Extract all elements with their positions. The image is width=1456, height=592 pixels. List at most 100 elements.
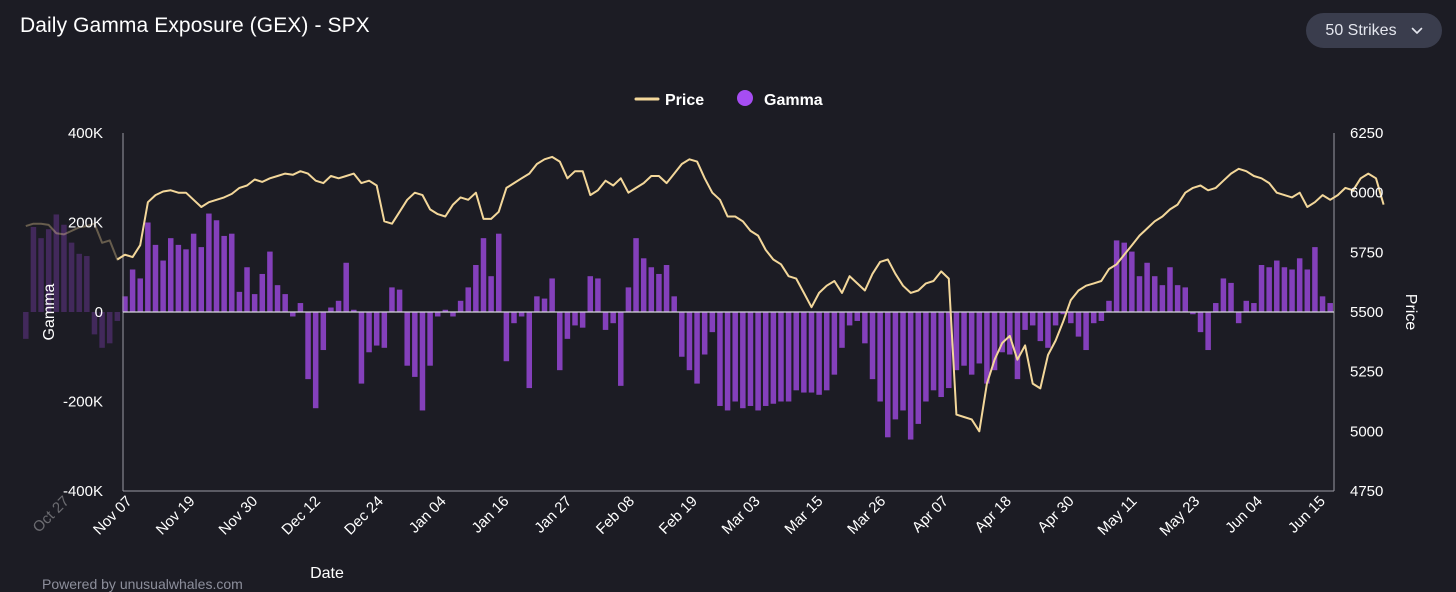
gamma-bar: [1205, 312, 1211, 351]
gamma-bar: [1266, 267, 1272, 312]
gamma-bar: [488, 276, 494, 312]
gamma-bar: [701, 312, 708, 355]
y-tick-left: 0: [95, 304, 103, 321]
gamma-bar: [236, 291, 243, 312]
gamma-bar: [541, 298, 548, 312]
gamma-bar: [572, 312, 578, 326]
gamma-bar: [175, 244, 182, 313]
gamma-bar: [709, 312, 716, 333]
price-line-faded: [25, 222, 126, 261]
gamma-bar: [602, 312, 609, 330]
gamma-bar: [442, 309, 449, 312]
y-tick-right: 4750: [1350, 483, 1383, 500]
gamma-bar: [282, 294, 288, 312]
x-tick-label: Feb 08: [593, 493, 638, 538]
gamma-bar: [396, 289, 403, 313]
x-tick-label: Dec 24: [341, 493, 387, 539]
chevron-down-icon: [1411, 27, 1422, 34]
footer-credit: Powered by unusualwhales.com: [42, 576, 243, 592]
gamma-bar: [1014, 312, 1021, 380]
gamma-bar: [938, 312, 944, 398]
y-tick-right: 5750: [1350, 244, 1383, 261]
gamma-bar: [251, 294, 258, 312]
gamma-bar: [221, 235, 227, 312]
gamma-bar: [137, 278, 143, 312]
gamma-bar: [877, 312, 883, 402]
gamma-bar: [106, 312, 113, 344]
gamma-bar: [351, 309, 357, 312]
gamma-bar: [343, 262, 349, 312]
gamma-bar: [1106, 300, 1112, 312]
gamma-bar: [961, 312, 967, 366]
y-tick-left: 200K: [68, 215, 103, 232]
gamma-bar: [740, 312, 746, 409]
gamma-bar: [366, 312, 372, 353]
x-tick-label: May 11: [1094, 493, 1140, 539]
gamma-bar: [991, 312, 998, 371]
x-tick-label: Jan 27: [531, 493, 575, 537]
gamma-bar: [579, 312, 586, 328]
gamma-bar: [656, 273, 662, 312]
gamma-bar: [274, 285, 281, 312]
gamma-bar: [427, 312, 433, 366]
y-tick-right: 5250: [1350, 364, 1383, 381]
gamma-bar: [1159, 285, 1166, 312]
gamma-bar: [229, 233, 235, 312]
gamma-bar: [320, 312, 327, 351]
gamma-bar: [1182, 287, 1188, 312]
y-tick-left: -200K: [63, 394, 103, 411]
gamma-bar: [564, 312, 571, 339]
y-axis-left-label: Gamma: [41, 283, 58, 340]
gamma-bar: [84, 256, 90, 312]
x-tick-label: Jan 16: [469, 493, 513, 537]
gamma-bar: [900, 312, 906, 411]
y-tick-left: 400K: [68, 125, 103, 142]
gamma-bar: [168, 238, 174, 312]
gamma-bar: [76, 253, 82, 312]
gamma-bar: [770, 312, 777, 404]
gamma-bar: [1037, 312, 1044, 342]
gamma-bar: [724, 312, 731, 411]
gamma-bar: [946, 312, 952, 389]
gamma-bar: [518, 312, 525, 317]
gamma-bar: [1029, 312, 1036, 326]
strikes-dropdown[interactable]: 50 Strikes: [1306, 13, 1442, 48]
gamma-bar: [732, 312, 738, 402]
gamma-bar: [534, 296, 540, 312]
gamma-bar: [381, 312, 388, 348]
gamma-bar: [480, 238, 487, 312]
gamma-bar: [1129, 251, 1135, 312]
gamma-bar: [450, 312, 456, 317]
gamma-bar: [412, 312, 418, 377]
gamma-bar: [839, 312, 845, 348]
gamma-bar: [762, 312, 769, 406]
gamma-bar: [206, 213, 212, 312]
gamma-bar: [824, 312, 830, 391]
gamma-bar: [1152, 276, 1158, 312]
x-tick-label: Apr 07: [909, 493, 952, 536]
x-tick-label: Mar 03: [719, 493, 764, 538]
gamma-bar: [717, 312, 723, 406]
gamma-bar: [549, 278, 555, 312]
gamma-bar: [1251, 303, 1257, 312]
gamma-bar: [335, 300, 342, 312]
gamma-bar: [312, 312, 319, 409]
gamma-bar: [808, 312, 815, 393]
gamma-bar: [328, 307, 334, 312]
gamma-bar: [526, 312, 532, 389]
gamma-bar: [686, 312, 693, 371]
gamma-bar: [869, 312, 876, 380]
gamma-bar: [976, 312, 983, 364]
gamma-bar: [610, 312, 616, 324]
gamma-bar: [915, 312, 922, 424]
gamma-bar: [434, 312, 441, 317]
y-axis-right-label: Price: [1402, 294, 1419, 331]
gamma-bar: [1083, 312, 1089, 351]
x-tick-label: Nov 19: [153, 493, 199, 539]
gamma-bar: [244, 267, 250, 312]
gamma-bar: [61, 224, 67, 312]
gamma-bar: [633, 238, 639, 312]
gamma-bar: [183, 249, 189, 312]
gamma-bar: [1075, 312, 1082, 337]
gamma-bar: [129, 269, 136, 312]
